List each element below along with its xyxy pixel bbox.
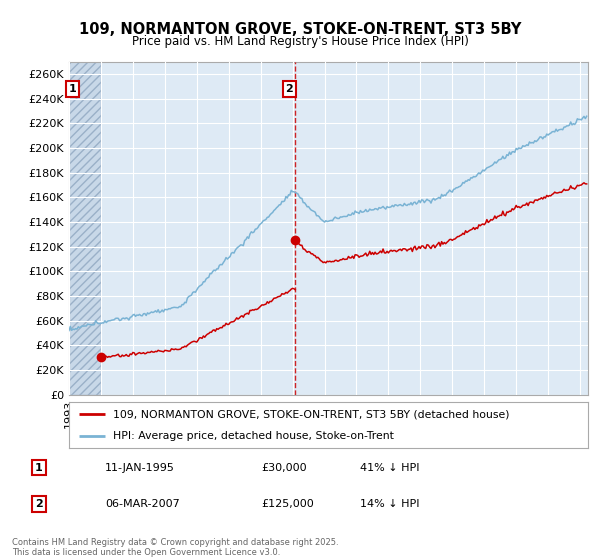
Text: 14% ↓ HPI: 14% ↓ HPI [360, 499, 419, 509]
Text: 11-JAN-1995: 11-JAN-1995 [105, 463, 175, 473]
Text: 109, NORMANTON GROVE, STOKE-ON-TRENT, ST3 5BY (detached house): 109, NORMANTON GROVE, STOKE-ON-TRENT, ST… [113, 409, 509, 419]
Text: 109, NORMANTON GROVE, STOKE-ON-TRENT, ST3 5BY: 109, NORMANTON GROVE, STOKE-ON-TRENT, ST… [79, 22, 521, 38]
Text: £125,000: £125,000 [261, 499, 314, 509]
Text: 2: 2 [286, 84, 293, 94]
Text: Contains HM Land Registry data © Crown copyright and database right 2025.
This d: Contains HM Land Registry data © Crown c… [12, 538, 338, 557]
Text: Price paid vs. HM Land Registry's House Price Index (HPI): Price paid vs. HM Land Registry's House … [131, 35, 469, 48]
Text: HPI: Average price, detached house, Stoke-on-Trent: HPI: Average price, detached house, Stok… [113, 431, 394, 441]
Text: £30,000: £30,000 [261, 463, 307, 473]
Text: 1: 1 [35, 463, 43, 473]
Text: 1: 1 [68, 84, 76, 94]
Text: 2: 2 [35, 499, 43, 509]
Text: 41% ↓ HPI: 41% ↓ HPI [360, 463, 419, 473]
Text: 06-MAR-2007: 06-MAR-2007 [105, 499, 180, 509]
